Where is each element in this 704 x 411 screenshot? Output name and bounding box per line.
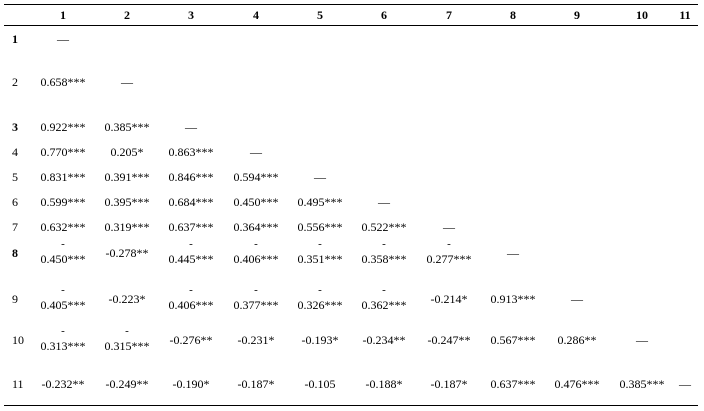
table-cell: — <box>443 220 455 234</box>
table-cell: — <box>378 195 390 209</box>
row-label: 4 <box>12 145 18 159</box>
table-cell: — <box>185 120 197 134</box>
table-cell: -0.187* <box>430 377 468 391</box>
table-cell: — <box>314 170 326 184</box>
column-header: 7 <box>446 8 452 22</box>
table-cell: 0.684*** <box>168 195 214 209</box>
table-cell: -0.232** <box>41 377 85 391</box>
table-cell: -0.315*** <box>104 325 150 353</box>
table-cell: -0.277*** <box>426 238 472 266</box>
column-header: 9 <box>574 8 580 22</box>
table-cell: 0.391*** <box>104 170 150 184</box>
table-cell: 0.395*** <box>104 195 150 209</box>
table-cell: -0.445*** <box>168 238 214 266</box>
column-header: 2 <box>124 8 130 22</box>
row-label: 1 <box>12 32 18 46</box>
table-cell: -0.214* <box>430 292 468 306</box>
table-cell: -0.406*** <box>168 284 214 312</box>
table-cell: 0.637*** <box>168 220 214 234</box>
table-cell: 0.599*** <box>40 195 86 209</box>
table-cell: -0.188* <box>365 377 403 391</box>
table-cell: 0.863*** <box>168 145 214 159</box>
table-cell: -0.351*** <box>297 238 343 266</box>
row-label: 3 <box>12 120 18 134</box>
table-cell: 0.319*** <box>104 220 150 234</box>
table-cell: 0.637*** <box>490 377 536 391</box>
table-cell: 0.450*** <box>233 195 279 209</box>
table-cell: 0.922*** <box>40 120 86 134</box>
table-cell: -0.249** <box>105 377 149 391</box>
table-cell: -0.234** <box>362 333 406 347</box>
table-cell: -0.405*** <box>40 284 86 312</box>
table-cell: — <box>679 377 691 391</box>
table-header-rule <box>4 25 698 26</box>
table-cell: — <box>121 75 133 89</box>
table-cell: 0.831*** <box>40 170 86 184</box>
table-cell: 0.364*** <box>233 220 279 234</box>
table-cell: -0.223* <box>108 292 146 306</box>
table-cell: -0.326*** <box>297 284 343 312</box>
column-header: 11 <box>679 8 691 22</box>
table-cell: -0.313*** <box>40 325 86 353</box>
row-label: 2 <box>12 75 18 89</box>
table-cell: -0.276** <box>169 333 213 347</box>
table-top-rule <box>4 4 698 5</box>
column-header: 3 <box>188 8 194 22</box>
table-cell: 0.205* <box>110 145 144 159</box>
column-header: 6 <box>381 8 387 22</box>
row-label: 6 <box>12 195 18 209</box>
table-cell: 0.556*** <box>297 220 343 234</box>
row-label: 9 <box>12 292 18 306</box>
table-cell: -0.406*** <box>233 238 279 266</box>
table-cell: -0.247** <box>427 333 471 347</box>
table-cell: -0.278** <box>105 246 149 260</box>
row-label: 5 <box>12 170 18 184</box>
table-cell: — <box>571 292 583 306</box>
table-cell: 0.567*** <box>490 333 536 347</box>
table-cell: -0.377*** <box>233 284 279 312</box>
row-label: 8 <box>12 246 18 260</box>
table-cell: -0.231* <box>237 333 275 347</box>
table-cell: 0.385*** <box>619 377 665 391</box>
table-cell: 0.632*** <box>40 220 86 234</box>
table-cell: — <box>57 32 69 46</box>
table-cell: -0.105 <box>304 377 336 391</box>
table-cell: 0.385*** <box>104 120 150 134</box>
table-cell: -0.193* <box>301 333 339 347</box>
table-cell: -0.362*** <box>361 284 407 312</box>
table-cell: -0.358*** <box>361 238 407 266</box>
table-cell: -0.450*** <box>40 238 86 266</box>
table-cell: -0.187* <box>237 377 275 391</box>
table-cell: 0.286** <box>557 333 597 347</box>
table-cell: 0.913*** <box>490 292 536 306</box>
table-cell: — <box>636 333 648 347</box>
table-cell: 0.594*** <box>233 170 279 184</box>
column-header: 5 <box>317 8 323 22</box>
table-cell: 0.476*** <box>554 377 600 391</box>
table-cell: -0.190* <box>172 377 210 391</box>
row-label: 7 <box>12 220 18 234</box>
column-header: 10 <box>636 8 648 22</box>
table-cell: 0.522*** <box>361 220 407 234</box>
table-cell: — <box>250 145 262 159</box>
row-label: 10 <box>12 333 24 347</box>
table-cell: 0.770*** <box>40 145 86 159</box>
table-cell: 0.495*** <box>297 195 343 209</box>
column-header: 1 <box>60 8 66 22</box>
column-header: 4 <box>253 8 259 22</box>
table-bottom-rule <box>4 405 698 406</box>
table-cell: 0.658*** <box>40 75 86 89</box>
column-header: 8 <box>510 8 516 22</box>
table-cell: — <box>507 246 519 260</box>
table-cell: 0.846*** <box>168 170 214 184</box>
row-label: 11 <box>12 377 24 391</box>
